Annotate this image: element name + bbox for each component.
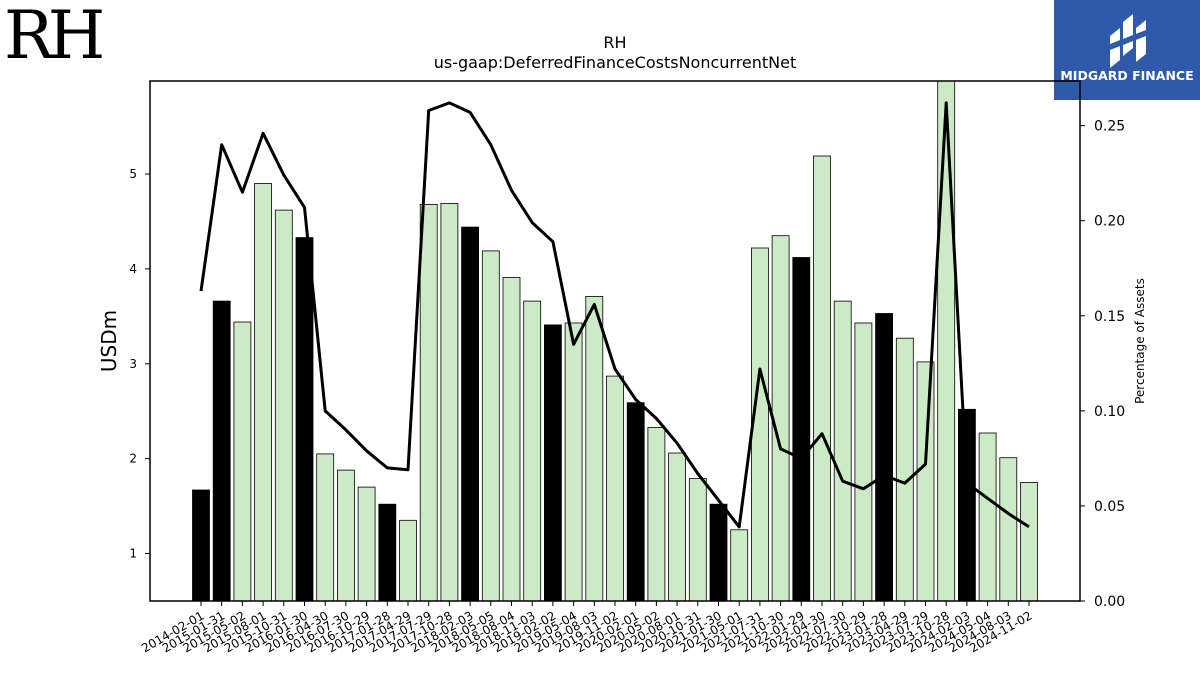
- bar-2023-01-28: [875, 313, 893, 602]
- y-tick-label: 1: [129, 547, 137, 561]
- y2-tick-label: 0.15: [1094, 309, 1125, 325]
- bar-2016-04-30: [316, 453, 335, 602]
- y-axis-label: USDm: [97, 310, 121, 372]
- y-tick-label: 2: [129, 452, 137, 466]
- bar-2022-01-29: [792, 257, 811, 602]
- chart-title: RH: [603, 33, 626, 52]
- bar-2019-11-02: [606, 375, 624, 602]
- bar-2020-08-01: [668, 452, 686, 602]
- y-tick-label: 4: [129, 262, 137, 276]
- bar-2023-10-28: [937, 80, 956, 602]
- bar-2023-07-29: [916, 361, 935, 602]
- bar-2018-05-05: [481, 250, 500, 602]
- rh-logo: RH: [4, 2, 105, 70]
- bar-2020-10-31: [688, 478, 707, 602]
- bar-2018-02-03: [461, 226, 480, 602]
- y-tick-label: 3: [129, 357, 137, 371]
- bar-2016-07-30: [336, 469, 355, 602]
- bar-2019-08-03: [585, 295, 604, 602]
- bar-2016-01-30: [295, 237, 314, 602]
- bar-2017-10-28: [440, 202, 459, 602]
- left-axis: 1 2 3 4 5: [129, 167, 150, 561]
- bar-2024-02-03: [958, 408, 976, 602]
- bar-2020-02-01: [626, 402, 645, 602]
- bar-2018-08-04: [502, 276, 521, 602]
- bar-2017-04-29: [399, 519, 417, 602]
- y2-tick-label: 0.00: [1094, 594, 1125, 610]
- bar-2022-10-29: [854, 322, 873, 602]
- bar-2021-01-30: [709, 503, 728, 602]
- bar-2018-11-03: [523, 300, 542, 602]
- bar-2017-07-29: [419, 203, 438, 602]
- chart-subtitle: us-gaap:DeferredFinanceCostsNoncurrentNe…: [434, 53, 797, 72]
- y2-tick-label: 0.25: [1094, 119, 1125, 135]
- bar-2016-10-29: [357, 486, 376, 602]
- bar-series: [192, 80, 1038, 602]
- right-axis: 0.00 0.05 0.10 0.15 0.20 0.25: [1080, 119, 1125, 610]
- bar-2015-10-31: [274, 209, 293, 602]
- bar-2024-05-04: [978, 432, 997, 602]
- x-axis: 2014-02-012015-01-312015-05-022015-08-01…: [139, 601, 1035, 655]
- bar-2021-05-01: [730, 529, 749, 602]
- rh-logo-text: RH: [4, 0, 105, 74]
- percentage-line: [199, 101, 1030, 529]
- bar-2024-11-02: [1020, 481, 1038, 602]
- bar-2014-02-01: [192, 489, 210, 602]
- bar-2024-08-03: [999, 457, 1018, 602]
- y-tick-label: 5: [129, 167, 137, 181]
- bar-2019-02-02: [544, 324, 562, 602]
- bar-2015-05-02: [233, 321, 252, 602]
- midgard-finance-logo: MIDGARD FINANCE: [1054, 0, 1200, 100]
- bar-2019-05-04: [564, 322, 583, 602]
- y2-axis-label: Percentage of Assets: [1133, 278, 1147, 404]
- bar-2017-01-28: [378, 503, 397, 602]
- y2-tick-label: 0.05: [1094, 499, 1125, 515]
- bar-2015-01-31: [212, 300, 231, 602]
- y2-tick-label: 0.20: [1094, 214, 1125, 230]
- bar-2022-04-30: [813, 155, 831, 602]
- bar-2015-08-01: [254, 183, 273, 602]
- bar-2020-05-02: [647, 426, 666, 602]
- bar-2022-07-30: [833, 300, 852, 602]
- midgard-emblem-icon: [1110, 14, 1146, 68]
- bar-2023-04-29: [895, 337, 914, 602]
- bar-2021-10-30: [771, 235, 790, 602]
- y2-tick-label: 0.10: [1094, 404, 1125, 420]
- midgard-logo-text: MIDGARD FINANCE: [1060, 68, 1194, 83]
